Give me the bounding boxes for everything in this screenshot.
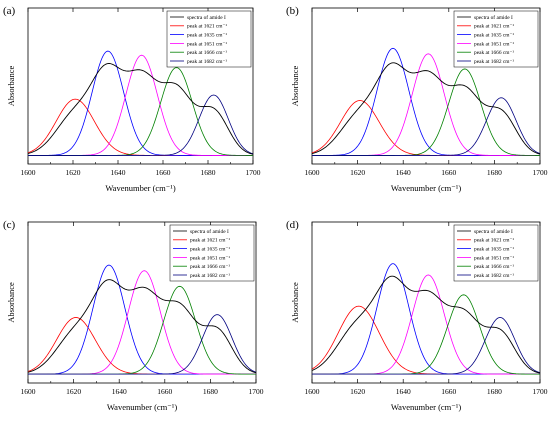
x-tick-label: 1700 (246, 168, 261, 177)
x-tick-label: 1640 (396, 387, 411, 396)
x-tick-label: 1700 (533, 387, 548, 396)
x-tick-label: 1680 (203, 387, 218, 396)
x-axis-title: Wavenumber (cm⁻¹) (391, 402, 461, 412)
legend-entry: peak at 1666 cm⁻¹ (190, 264, 230, 270)
chart-panel-2: (b) 1600 1620 1640 1660 1680 1700 Wavenumber (c… (286, 5, 548, 193)
series-line-1 (311, 305, 540, 375)
x-tick-label: 1600 (21, 387, 36, 396)
chart-panel-1: (a) 1600 1620 1640 1660 1680 1700 Wavenumber (c… (3, 5, 261, 193)
panel-label: (b) (286, 5, 299, 17)
y-axis-title: Absorbance (6, 282, 16, 323)
legend-entry: peak at 1682 cm⁻¹ (474, 59, 514, 65)
x-tick-label: 1660 (441, 168, 456, 177)
series-line-2 (28, 264, 256, 375)
series-line-5 (28, 314, 257, 375)
x-tick-label: 1620 (350, 168, 365, 177)
x-tick-label: 1640 (111, 168, 126, 177)
legend-entry: spectra of amide I (187, 14, 226, 21)
series-line-1 (27, 98, 253, 156)
series-line-sum (27, 63, 254, 155)
x-tick-label: 1620 (350, 387, 365, 396)
x-tick-label: 1660 (441, 387, 456, 396)
y-axis-title: Absorbance (290, 65, 300, 106)
x-tick-label: 1640 (112, 387, 127, 396)
panel-label: (a) (3, 5, 16, 17)
x-axis-title: Wavenumber (cm⁻¹) (391, 183, 461, 193)
legend-entry: peak at 1651 cm⁻¹ (187, 41, 227, 47)
series-line-5 (312, 317, 541, 375)
x-tick-label: 1640 (396, 168, 411, 177)
legend-entry: peak at 1682 cm⁻¹ (190, 273, 230, 279)
legend-box (169, 224, 255, 282)
x-tick-label: 1600 (305, 168, 320, 177)
x-tick-label: 1660 (157, 387, 172, 396)
series-line-sum (311, 275, 541, 374)
series-line-3 (28, 270, 256, 375)
legend-entry: peak at 1635 cm⁻¹ (474, 33, 514, 39)
series-line-5 (28, 94, 254, 156)
series-line-3 (312, 53, 540, 156)
y-axis-title: Absorbance (6, 65, 16, 106)
legend-box (453, 10, 539, 68)
legend-entry: spectra of amide I (474, 14, 513, 21)
x-tick-label: 1680 (201, 168, 216, 177)
x-axis-title: Wavenumber (cm⁻¹) (107, 402, 177, 412)
x-tick-label: 1620 (66, 387, 81, 396)
chart-panel-3: (c) 1600 1620 1640 1660 1680 1700 Wavenumber (c… (3, 219, 264, 412)
legend-entry: peak at 1682 cm⁻¹ (474, 273, 514, 279)
chart-panel-4: (d) 1600 1620 1640 1660 1680 1700 Wavenumber (c… (286, 219, 548, 412)
panel-label: (c) (3, 219, 16, 231)
series-line-3 (312, 274, 540, 375)
legend-entry: peak at 1621 cm⁻¹ (190, 238, 230, 244)
legend-entry: peak at 1621 cm⁻¹ (187, 24, 227, 30)
x-tick-label: 1680 (487, 168, 502, 177)
x-tick-label: 1660 (156, 168, 171, 177)
legend-entry: peak at 1651 cm⁻¹ (190, 255, 230, 261)
legend-entry: peak at 1666 cm⁻¹ (187, 50, 227, 56)
y-axis-title: Absorbance (290, 282, 300, 323)
panel-label: (d) (286, 219, 299, 231)
x-tick-label: 1620 (66, 168, 81, 177)
legend-entry: peak at 1651 cm⁻¹ (474, 41, 514, 47)
series-line-1 (27, 317, 256, 375)
legend-entry: peak at 1666 cm⁻¹ (474, 264, 514, 270)
legend-box (166, 10, 252, 68)
legend-entry: peak at 1621 cm⁻¹ (474, 24, 514, 30)
legend-entry: peak at 1682 cm⁻¹ (187, 59, 227, 65)
x-tick-label: 1700 (533, 168, 548, 177)
legend-box (453, 224, 539, 282)
series-line-5 (312, 97, 541, 156)
series-line-sum (27, 279, 257, 374)
x-tick-label: 1600 (21, 168, 36, 177)
legend-entry: peak at 1635 cm⁻¹ (187, 33, 227, 39)
legend-entry: peak at 1635 cm⁻¹ (190, 247, 230, 253)
legend-entry: peak at 1651 cm⁻¹ (474, 255, 514, 261)
legend-entry: spectra of amide I (190, 228, 229, 235)
series-line-1 (311, 100, 540, 156)
legend-entry: peak at 1621 cm⁻¹ (474, 238, 514, 244)
x-tick-label: 1600 (305, 387, 320, 396)
legend-entry: peak at 1666 cm⁻¹ (474, 50, 514, 56)
x-tick-label: 1700 (249, 387, 264, 396)
x-axis-title: Wavenumber (cm⁻¹) (105, 183, 175, 193)
legend-entry: peak at 1635 cm⁻¹ (474, 247, 514, 253)
x-tick-label: 1680 (487, 387, 502, 396)
series-line-sum (311, 62, 541, 155)
legend-entry: spectra of amide I (474, 228, 513, 235)
